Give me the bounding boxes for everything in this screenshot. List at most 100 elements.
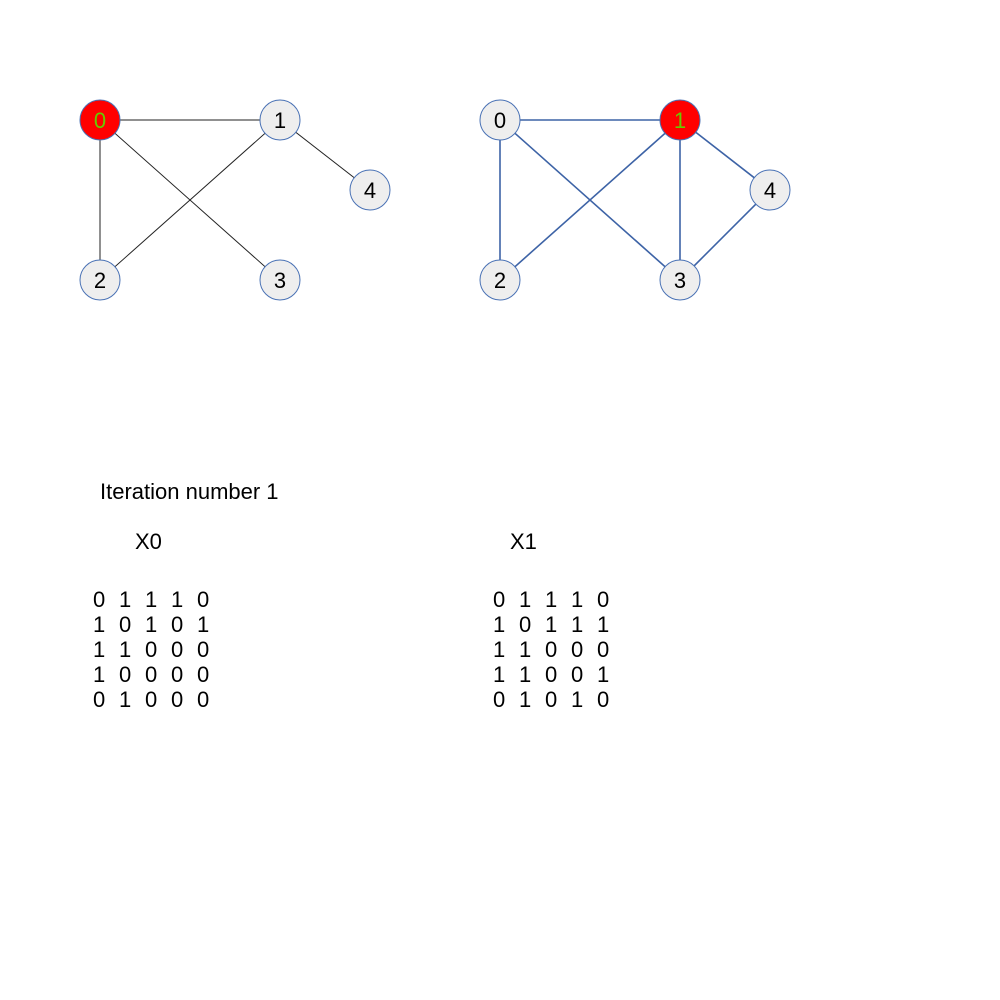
graph-a-node-1: 1 xyxy=(259,99,301,141)
matrix-x1-cell-1-2: 1 xyxy=(545,612,558,637)
matrix-x0-cell-4-4: 0 xyxy=(197,687,210,712)
matrix-x0-cell-3-2: 0 xyxy=(145,662,158,687)
graph-b-node-3: 3 xyxy=(659,259,701,301)
matrix-x0-cell-2-1: 1 xyxy=(119,637,132,662)
graph-b-node-1-label: 1 xyxy=(674,108,686,133)
graph-b-edge-1-2 xyxy=(499,119,681,281)
graph-b-node-4: 4 xyxy=(749,169,791,211)
graph-a-node-1-circle xyxy=(259,99,301,141)
matrix-x0-cell-4-3: 0 xyxy=(171,687,184,712)
matrix-x1-cell-2-1: 1 xyxy=(519,637,532,662)
matrix-x1-cell-1-4: 1 xyxy=(597,612,610,637)
matrix-x1-cell-3-4: 1 xyxy=(597,662,610,687)
matrix-x0-cell-1-0: 1 xyxy=(93,612,106,637)
matrix-x0-cell-4-2: 0 xyxy=(145,687,158,712)
matrix-x0-cell-2-2: 0 xyxy=(145,637,158,662)
matrix-x0-cell-1-2: 1 xyxy=(145,612,158,637)
matrix-x0-cell-2-4: 0 xyxy=(197,637,210,662)
matrix-x1-cell-3-3: 0 xyxy=(571,662,584,687)
matrix-x0-cell-4-1: 1 xyxy=(119,687,132,712)
graph-diagram: 0 1 2 3 4 0 1 2 3 4 xyxy=(79,99,791,301)
matrix-x1-title: X1 xyxy=(510,529,537,554)
matrix-x0-cell-0-3: 1 xyxy=(171,587,184,612)
graph-b-node-1: 1 xyxy=(659,99,701,141)
matrix-x1-cell-0-3: 1 xyxy=(571,587,584,612)
graph-b-node-4-circle xyxy=(749,169,791,211)
graph-a-node-4-label: 4 xyxy=(364,178,376,203)
matrix-x1-cell-0-2: 1 xyxy=(545,587,558,612)
matrix-x0-cell-0-2: 1 xyxy=(145,587,158,612)
matrix-x1-cell-2-2: 0 xyxy=(545,637,558,662)
graph-b-node-3-label: 3 xyxy=(674,268,686,293)
matrix-x0-title: X0 xyxy=(135,529,162,554)
matrix-x0-cell-1-4: 1 xyxy=(197,612,210,637)
matrix-x0-cell-3-4: 0 xyxy=(197,662,210,687)
graph-a-edge-1-2 xyxy=(99,119,281,281)
graph-a-node-4: 4 xyxy=(349,169,391,211)
iteration-title: Iteration number 1 xyxy=(100,479,279,504)
graph-b-node-4-label: 4 xyxy=(764,178,776,203)
matrix-x0-cell-0-1: 1 xyxy=(119,587,132,612)
graph-a-node-3-circle xyxy=(259,259,301,301)
graph-a-node-1-label: 1 xyxy=(274,108,286,133)
graph-a-node-2-circle xyxy=(79,259,121,301)
graph-a: 0 1 2 3 4 xyxy=(79,99,391,301)
matrix-x0-cell-2-0: 1 xyxy=(93,637,106,662)
graph-b-node-2-circle xyxy=(479,259,521,301)
matrix-x1-cell-3-0: 1 xyxy=(493,662,506,687)
matrix-x0-cell-3-0: 1 xyxy=(93,662,106,687)
matrix-x0-cell-1-1: 0 xyxy=(119,612,132,637)
graph-a-node-4-circle xyxy=(349,169,391,211)
graph-a-node-3-label: 3 xyxy=(274,268,286,293)
matrix-x1-cell-3-2: 0 xyxy=(545,662,558,687)
matrix-x0-cell-4-0: 0 xyxy=(93,687,106,712)
matrix-x1-cell-1-1: 0 xyxy=(519,612,532,637)
graph-b-node-0-circle xyxy=(479,99,521,141)
graph-b-node-2: 2 xyxy=(479,259,521,301)
graph-b: 0 1 2 3 4 xyxy=(479,99,791,301)
graph-b-node-3-circle xyxy=(659,259,701,301)
graph-a-node-0-circle xyxy=(79,99,121,141)
graph-b-node-0-label: 0 xyxy=(494,108,506,133)
matrix-x0-cell-2-3: 0 xyxy=(171,637,184,662)
matrix-x0-cell-0-4: 0 xyxy=(197,587,210,612)
matrix-x1-cell-0-1: 1 xyxy=(519,587,532,612)
matrix-x1-cell-2-3: 0 xyxy=(571,637,584,662)
matrix-x0-cell-0-0: 0 xyxy=(93,587,106,612)
matrix-x1-cell-1-0: 1 xyxy=(493,612,506,637)
matrix-x0-cell-3-1: 0 xyxy=(119,662,132,687)
graph-b-node-0: 0 xyxy=(479,99,521,141)
graph-b-node-2-label: 2 xyxy=(494,268,506,293)
matrix-x1-cell-0-4: 0 xyxy=(597,587,610,612)
graph-a-node-2: 2 xyxy=(79,259,121,301)
graph-a-node-3: 3 xyxy=(259,259,301,301)
matrix-x1-cell-1-3: 1 xyxy=(571,612,584,637)
matrix-x1-cell-3-1: 1 xyxy=(519,662,532,687)
matrix-x1-cell-4-0: 0 xyxy=(493,687,506,712)
matrix-x1-cell-0-0: 0 xyxy=(493,587,506,612)
graph-a-node-2-label: 2 xyxy=(94,268,106,293)
matrix-x1-cell-2-0: 1 xyxy=(493,637,506,662)
matrix-x1-cell-4-3: 1 xyxy=(571,687,584,712)
graph-a-node-0: 0 xyxy=(79,99,121,141)
graph-a-node-0-label: 0 xyxy=(94,108,106,133)
matrix-x1-cell-4-4: 0 xyxy=(597,687,610,712)
matrix-x1-cell-4-2: 0 xyxy=(545,687,558,712)
matrix-x0-cell-3-3: 0 xyxy=(171,662,184,687)
matrix-x1-cell-4-1: 1 xyxy=(519,687,532,712)
graph-b-edge-3-4 xyxy=(679,189,771,281)
graph-b-node-1-circle xyxy=(659,99,701,141)
matrix-x0-cell-1-3: 0 xyxy=(171,612,184,637)
